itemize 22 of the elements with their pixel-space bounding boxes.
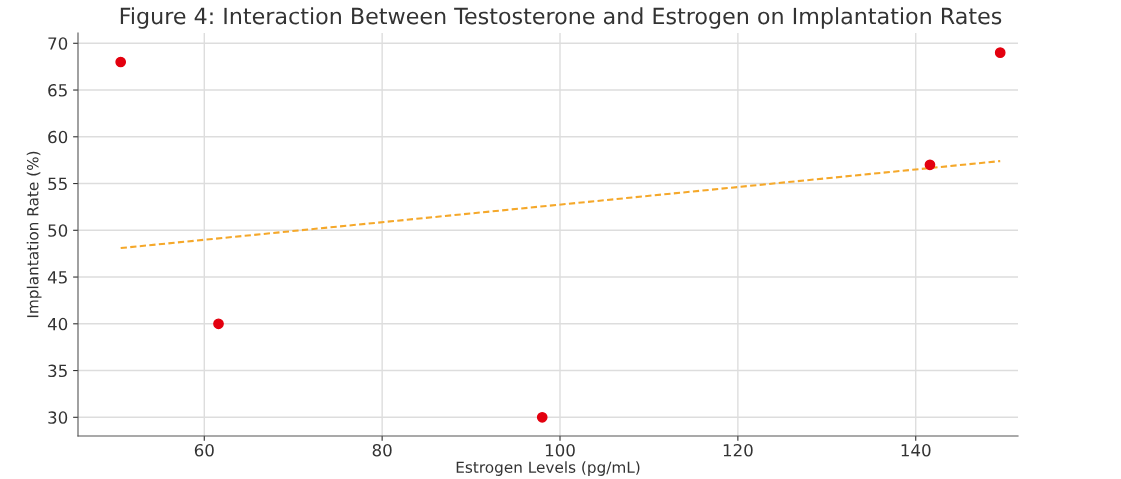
y-tick-label: 45 — [47, 271, 67, 284]
point — [994, 47, 1006, 58]
x-axis-title: Estrogen Levels (pg/mL) — [456, 461, 640, 476]
point — [115, 56, 127, 68]
x-tick-label: 120 — [723, 443, 753, 457]
point — [213, 318, 224, 330]
y-tick-label: 35 — [48, 364, 67, 378]
x-tick-label: 140 — [901, 443, 931, 457]
x-tick-label: 100 — [545, 443, 575, 457]
y-tick-label: 65 — [48, 84, 67, 97]
y-tick-label: 70 — [48, 37, 68, 50]
y-tick-label: 40 — [47, 317, 68, 331]
point — [536, 411, 548, 423]
y-tick-label: 50 — [48, 224, 68, 237]
point — [924, 159, 936, 171]
y-tick-label: 30 — [48, 411, 68, 424]
x-tick-label: 60 — [194, 443, 214, 457]
y-tick-label: 60 — [48, 130, 68, 144]
y-tick-label: 55 — [48, 177, 67, 191]
x-tick-label: 80 — [372, 443, 392, 457]
chart-title: Figure 4: Interaction Between Testosterone and Estrogen on Implantation Rates — [120, 7, 1002, 29]
y-axis-title: Implantation Rate (%) — [26, 151, 42, 318]
